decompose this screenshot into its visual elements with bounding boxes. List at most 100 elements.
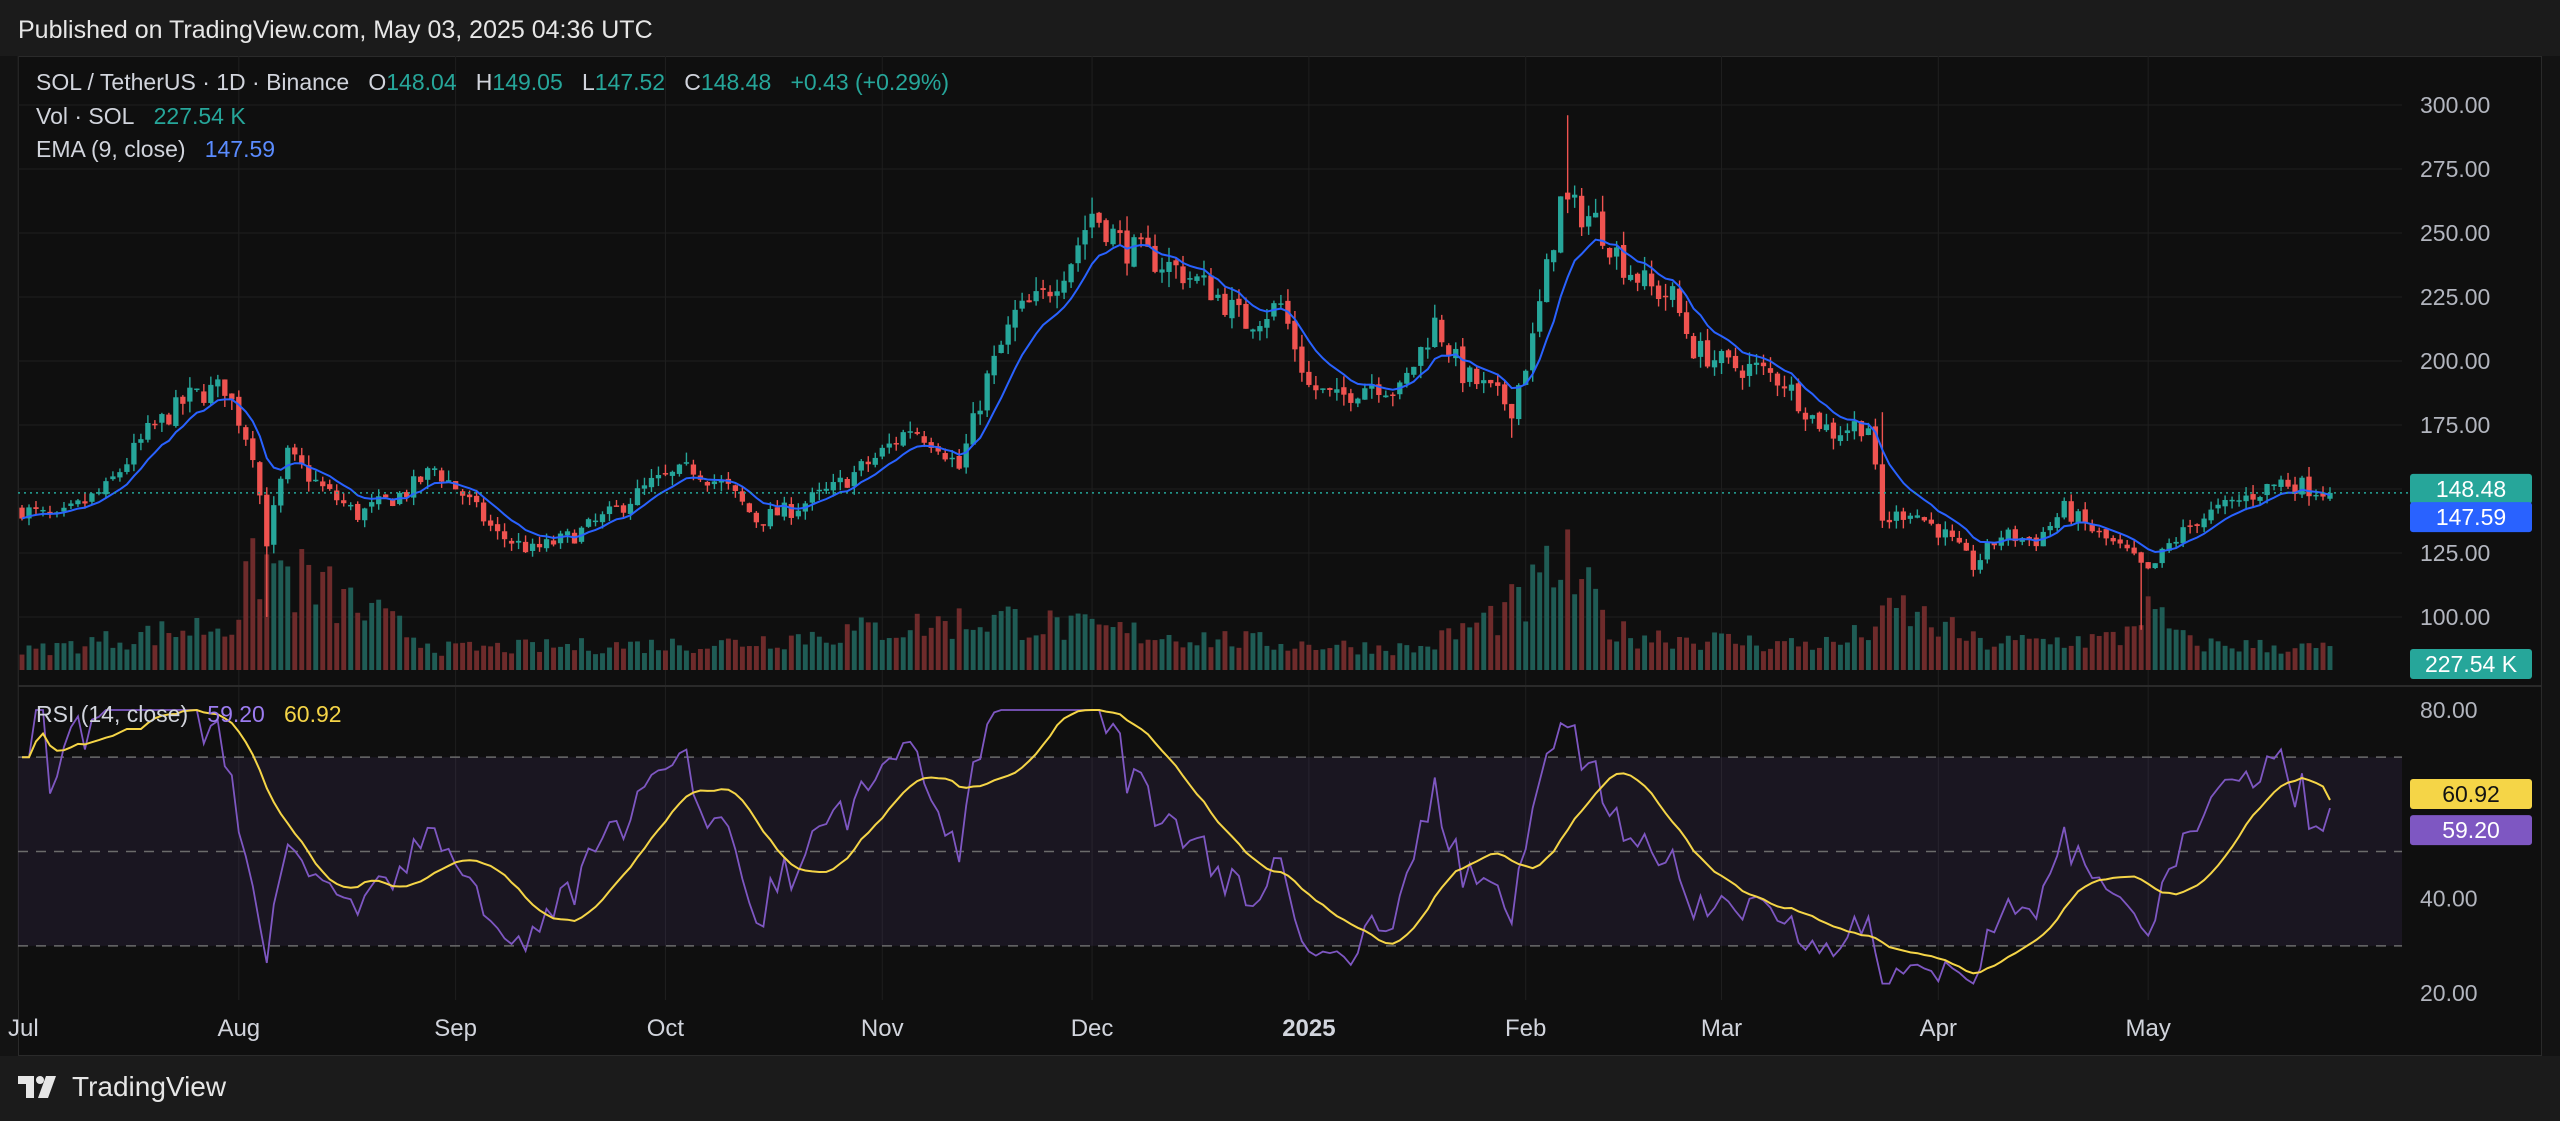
candle-body [404,492,410,498]
candle-body [438,470,445,482]
candle-body [858,461,864,471]
candle-body [1711,360,1718,368]
volume-bar [1201,632,1207,670]
candle-body [1788,384,1795,391]
candle-body [2089,523,2095,532]
volume-bar [40,643,46,670]
rsi-label[interactable]: RSI (14, close) [36,701,189,727]
candle-body [907,431,913,433]
volume-bar [732,639,738,670]
candle-body [1082,230,1088,245]
volume-bar [977,627,983,670]
candle-body [2082,509,2088,523]
volume-bar [711,645,717,670]
volume-bar [222,636,228,670]
rsi-ma-badge: 60.92 [2442,781,2500,807]
volume-bar [816,636,822,670]
volume-bar [649,639,654,670]
candle-body [977,410,983,415]
volume-bar [2222,645,2228,670]
candle-body [1439,319,1445,343]
tradingview-brand[interactable]: TradingView [18,1071,226,1103]
volume-bar [1593,588,1599,670]
candle-body [669,471,676,476]
volume-label[interactable]: Vol · SOL [36,103,135,129]
candle-body [313,479,319,482]
candle-body [1236,298,1242,306]
high-label: H [475,69,493,95]
candle-body [970,413,976,445]
chart-canvas[interactable]: 300.00275.00250.00225.00200.00175.00150.… [0,0,2560,1056]
volume-bar [579,638,584,670]
volume-bar [809,631,815,670]
volume-bar [1257,632,1263,670]
volume-bar [1292,648,1298,670]
candle-body [2124,544,2130,549]
candle-body [529,543,536,551]
candle-body [2075,511,2081,523]
candle-body [1914,515,1921,518]
candle-body [1900,511,1907,520]
volume-bar [383,608,389,670]
volume-bar [2229,648,2235,670]
volume-bar [1418,645,1424,670]
candle-body [1159,269,1165,273]
candle-body [152,423,158,426]
candle-body [250,438,256,461]
volume-bar [907,630,913,670]
candle-body [543,539,550,549]
chart-frame[interactable] [18,56,2542,1056]
volume-bar [1481,612,1487,670]
volume-bar [2124,626,2130,670]
candle-body [1110,228,1116,245]
candle-body [872,457,878,465]
volume-bar [1089,618,1095,670]
candle-body [844,479,850,488]
volume-bar [523,639,529,670]
candle-body [201,391,207,403]
candle-body [1558,196,1564,253]
volume-bar [1551,587,1557,670]
candle-body [1383,395,1389,398]
candle-body [299,455,305,465]
volume-bar [1096,624,1102,670]
volume-bar [2194,645,2200,670]
volume-bar [1879,605,1885,670]
volume-bar [243,561,249,670]
time-axis-tick: Aug [217,1015,260,1042]
volume-bar [47,655,53,670]
candle-body [1935,524,1941,538]
volume-bar [1844,642,1850,670]
volume-bar [656,650,661,670]
candle-body [963,443,969,468]
candle-body [1984,542,1990,560]
volume-bar [1341,640,1347,670]
open-value: 148.04 [386,69,457,95]
publish-header: Published on TradingView.com, May 03, 20… [0,0,2560,56]
price-axis-tick: 250.00 [2420,220,2490,246]
time-axis-tick: Jul [8,1015,39,1042]
volume-bar [1509,584,1515,670]
volume-bar [781,649,787,670]
price-axis-tick: 125.00 [2420,540,2490,566]
volume-bar [1900,595,1906,670]
candle-body [222,379,228,396]
volume-bar [1306,644,1312,670]
candle-body [1865,428,1872,436]
symbol-label[interactable]: SOL / TetherUS · 1D · Binance [36,69,350,95]
volume-bar [1642,635,1648,670]
candle-body [984,373,990,411]
candle-body [1928,519,1935,524]
ema-value: 147.59 [204,136,276,162]
volume-bar [1607,639,1613,670]
volume-bar [2180,630,2186,670]
volume-bar [2082,647,2088,670]
volume-legend: Vol · SOL 227.54 K [36,103,246,130]
volume-bar [879,639,885,670]
volume-bar [718,640,724,670]
volume-bar [334,623,340,670]
candle-body [1886,519,1893,523]
volume-bar [1502,602,1508,670]
ema-label[interactable]: EMA (9, close) [36,136,186,162]
volume-bar [1851,625,1857,670]
